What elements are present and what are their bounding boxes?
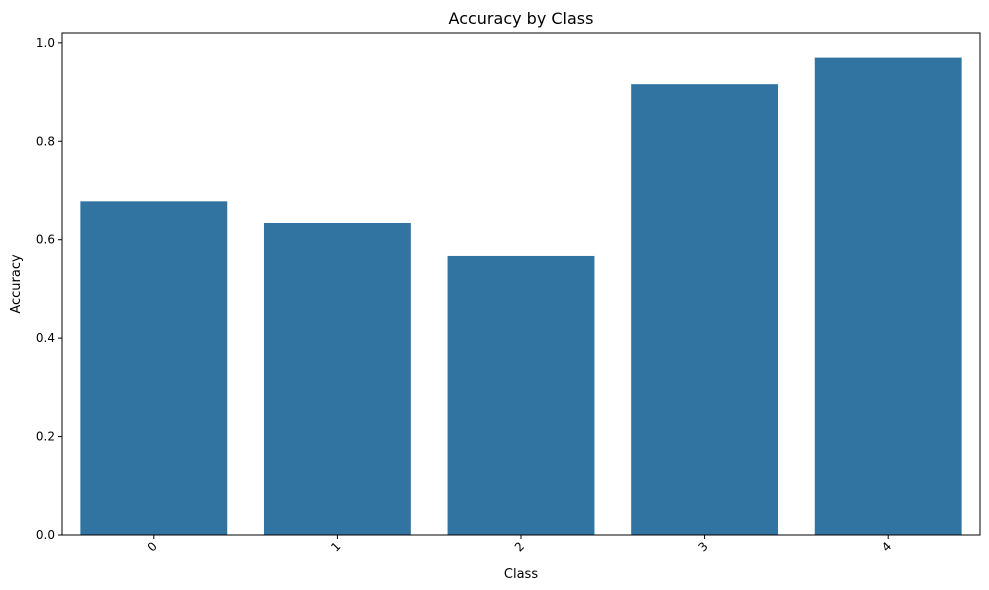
x-tick-label: 3 — [695, 539, 710, 554]
y-axis-label: Accuracy — [9, 254, 24, 314]
y-tick-label: 0.4 — [36, 331, 55, 345]
y-axis-ticks: 0.0 0.2 0.4 0.6 0.8 1.0 — [36, 36, 62, 542]
x-tick-label: 1 — [328, 539, 343, 554]
x-tick-label: 2 — [512, 539, 527, 554]
bar-class-3 — [631, 84, 779, 535]
x-axis-ticks: 0 1 2 3 4 — [145, 535, 894, 555]
x-axis-label: Class — [504, 567, 538, 582]
y-tick-label: 0.2 — [36, 430, 55, 444]
y-tick-label: 1.0 — [36, 36, 55, 50]
y-tick-label: 0.6 — [36, 233, 55, 247]
plot-frame — [61, 32, 981, 536]
bar-class-4 — [814, 57, 962, 535]
bar-class-0 — [80, 201, 228, 536]
bar-class-1 — [263, 222, 411, 536]
y-tick-label: 0.0 — [36, 528, 55, 542]
x-tick-label: 4 — [879, 539, 894, 554]
bar-class-2 — [447, 255, 595, 535]
x-tick-label: 0 — [145, 539, 160, 554]
bars-group — [80, 57, 962, 536]
chart-title: Accuracy by Class — [449, 9, 594, 28]
y-tick-label: 0.8 — [36, 134, 55, 148]
